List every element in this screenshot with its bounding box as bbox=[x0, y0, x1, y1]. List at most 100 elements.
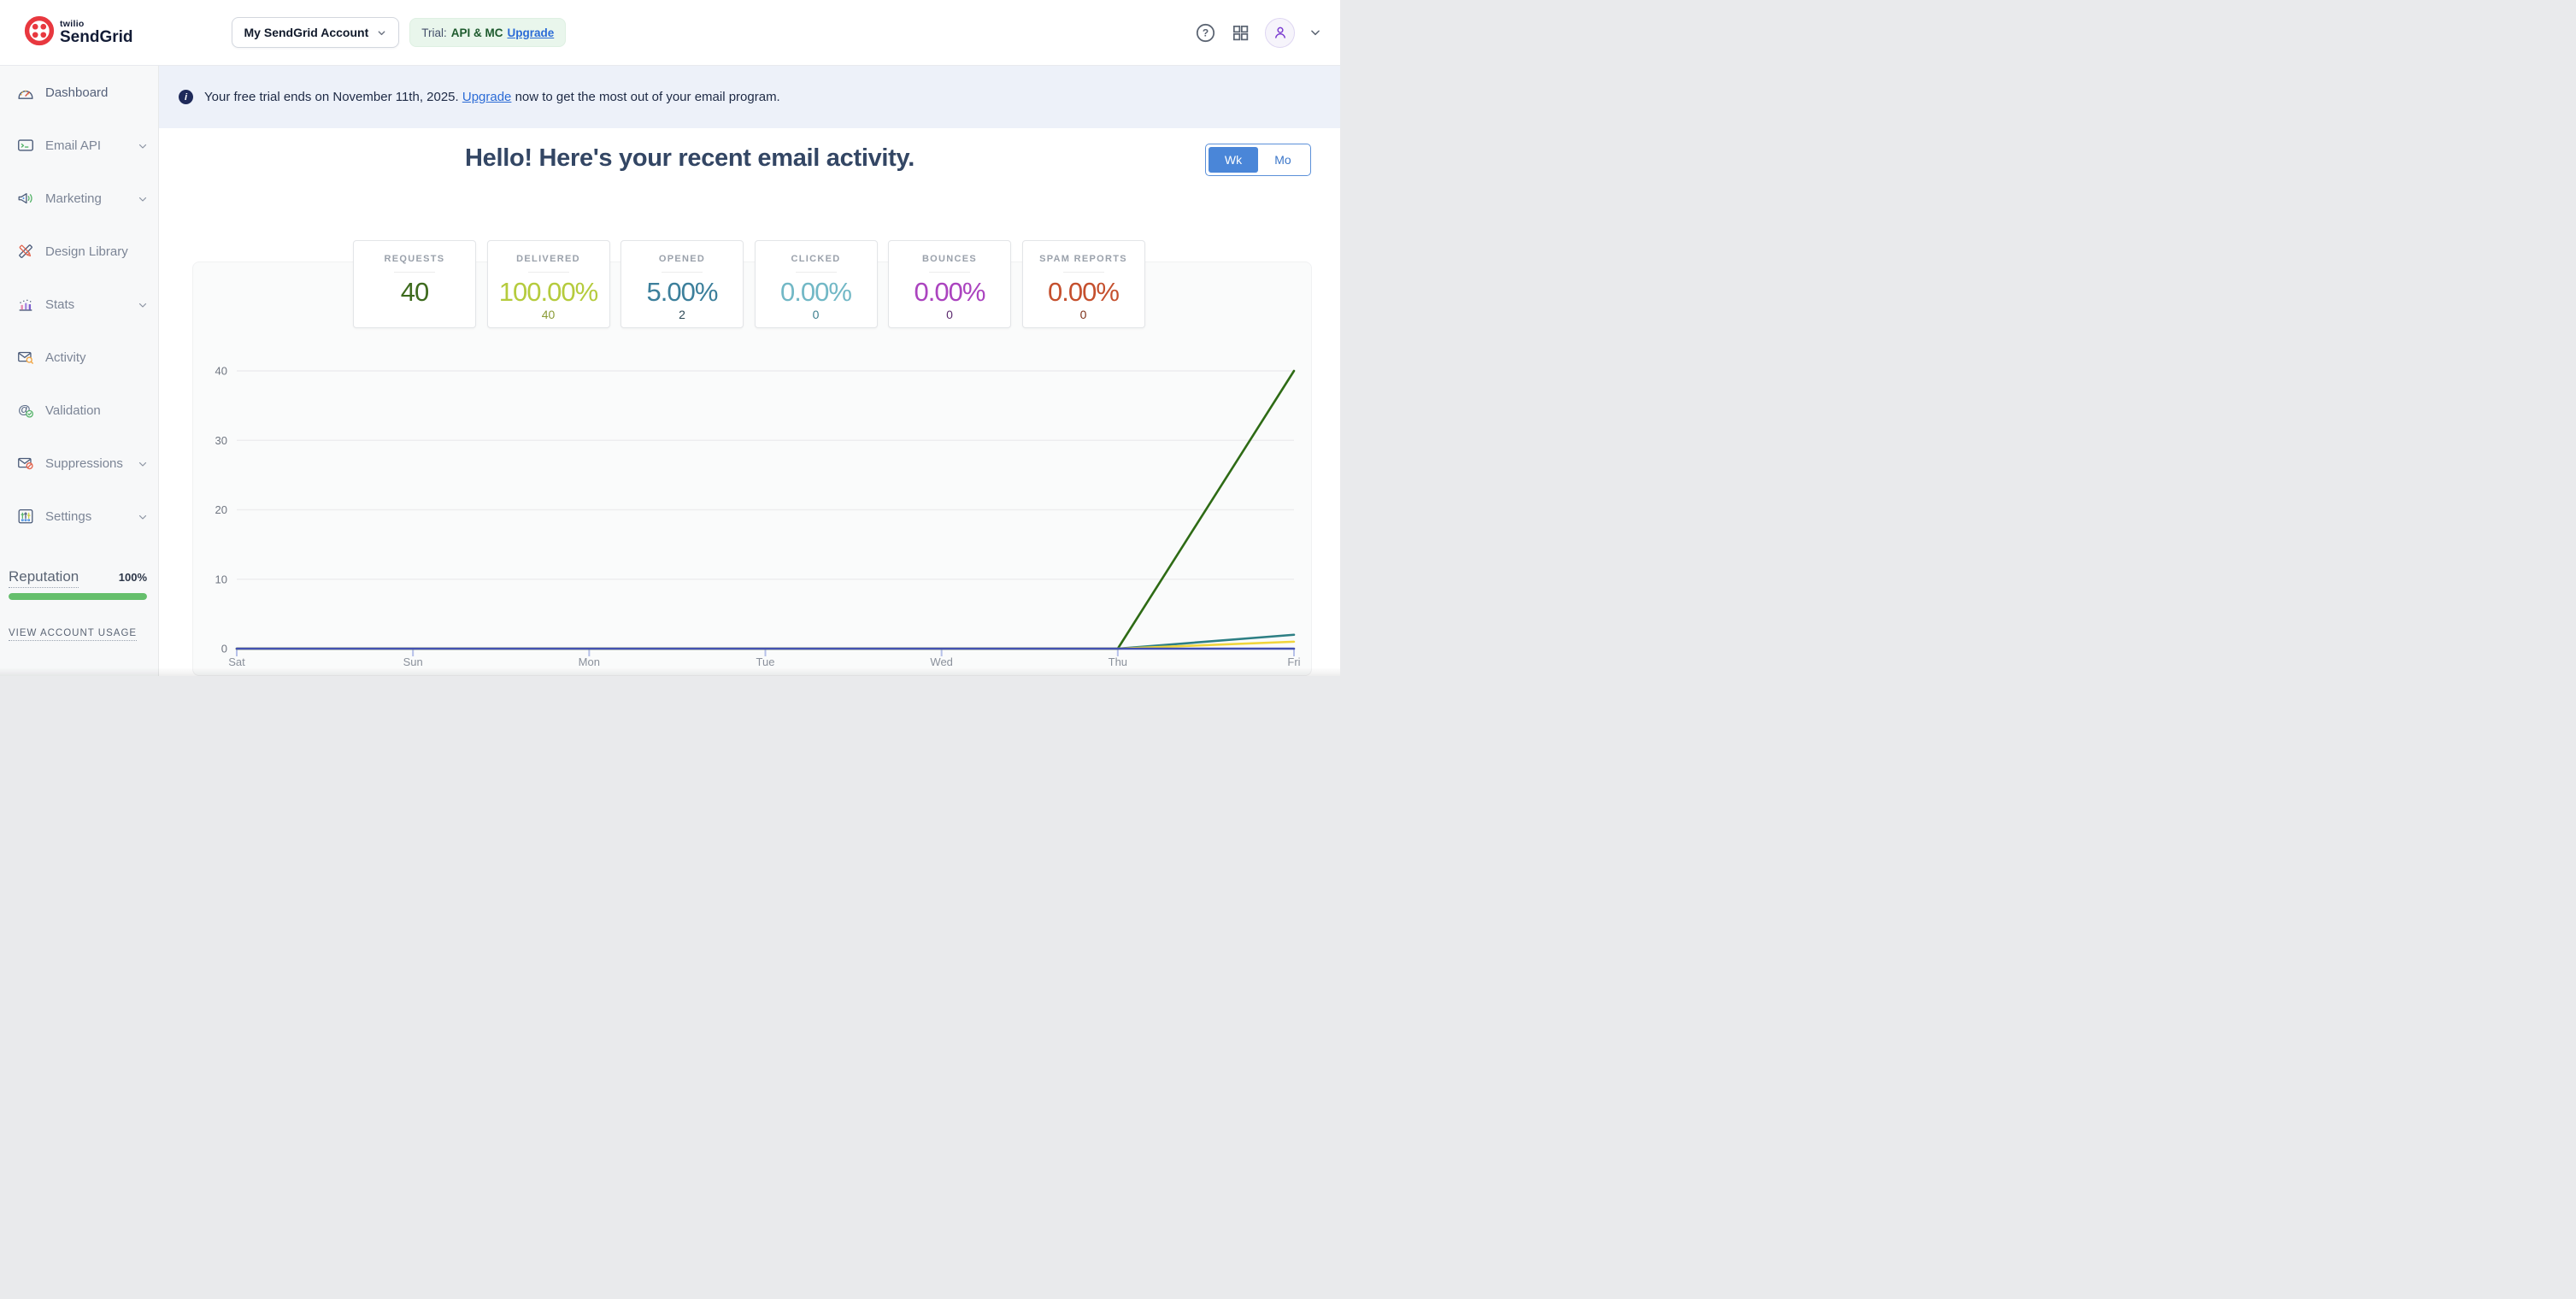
stat-card-value: 0.00% bbox=[780, 277, 852, 307]
stat-card-subvalue bbox=[354, 308, 475, 322]
sidebar-item-validation[interactable]: @ Validation bbox=[0, 384, 158, 437]
svg-text:Tue: Tue bbox=[756, 655, 775, 668]
divider bbox=[1062, 272, 1104, 273]
account-menu-chevron[interactable] bbox=[1309, 26, 1321, 38]
settings-sliders-icon bbox=[16, 507, 35, 526]
sidebar-item-label: Activity bbox=[45, 350, 86, 365]
chevron-down-icon bbox=[138, 140, 148, 156]
svg-text:Sun: Sun bbox=[403, 655, 423, 668]
reputation-value: 100% bbox=[118, 571, 147, 584]
divider bbox=[394, 272, 435, 273]
chevron-down-icon bbox=[138, 511, 148, 526]
sidebar-item-label: Settings bbox=[45, 508, 92, 524]
stat-card-label: DELIVERED bbox=[516, 254, 580, 264]
help-button[interactable]: ? bbox=[1195, 22, 1216, 44]
chevron-down-icon bbox=[138, 299, 148, 314]
info-icon: i bbox=[179, 90, 193, 104]
top-bar-actions: ? bbox=[1195, 17, 1321, 48]
stat-card-subvalue: 2 bbox=[679, 307, 685, 321]
brand-product: SendGrid bbox=[60, 28, 133, 47]
stat-card-label: CLICKED bbox=[791, 254, 841, 264]
trial-plan: API & MC bbox=[450, 26, 503, 39]
sidebar-item-label: Marketing bbox=[45, 191, 102, 206]
chevron-down-icon bbox=[378, 30, 385, 35]
stats-bar-chart-icon bbox=[16, 295, 35, 314]
page-title: Hello! Here's your recent email activity… bbox=[465, 144, 915, 172]
stat-card-clicked: CLICKED 0.00% 0 bbox=[754, 240, 878, 328]
sidebar-item-marketing[interactable]: Marketing bbox=[0, 172, 158, 225]
account-selector-dropdown[interactable]: My SendGrid Account bbox=[231, 17, 400, 48]
activity-envelope-search-icon bbox=[16, 348, 35, 367]
stat-card-bounces: BOUNCES 0.00% 0 bbox=[888, 240, 1011, 328]
stat-card-value: 0.00% bbox=[1048, 277, 1120, 307]
svg-text:Thu: Thu bbox=[1109, 655, 1127, 668]
stat-card-label: BOUNCES bbox=[921, 254, 978, 264]
sidebar-item-email-api[interactable]: Email API bbox=[0, 119, 158, 172]
svg-text:0: 0 bbox=[221, 643, 227, 655]
sendgrid-logo[interactable]: twilio SendGrid bbox=[24, 15, 133, 50]
banner-upgrade-link[interactable]: Upgrade bbox=[462, 90, 512, 104]
svg-text:40: 40 bbox=[215, 365, 227, 378]
toggle-week-button[interactable]: Wk bbox=[1209, 147, 1258, 173]
svg-text:20: 20 bbox=[215, 503, 227, 516]
stat-card-delivered: DELIVERED 100.00% 40 bbox=[486, 240, 610, 328]
sidebar-item-design-library[interactable]: Design Library bbox=[0, 225, 158, 278]
stat-card-value: 0.00% bbox=[914, 277, 986, 307]
svg-text:?: ? bbox=[1203, 26, 1209, 38]
email-activity-chart-panel: 0 10 20 30 40 Sat Sun Mon Tue Wed Thu Fri bbox=[192, 262, 1312, 676]
divider bbox=[929, 272, 970, 273]
user-avatar[interactable] bbox=[1265, 17, 1295, 48]
stat-card-subvalue: 0 bbox=[812, 307, 820, 321]
trial-upgrade-link[interactable]: Upgrade bbox=[507, 26, 555, 39]
stat-card-label: REQUESTS bbox=[384, 254, 445, 264]
sidebar-item-dashboard[interactable]: Dashboard bbox=[0, 66, 158, 119]
chevron-down-icon bbox=[138, 193, 148, 209]
reputation-progress-fill bbox=[9, 593, 147, 600]
trial-badge: Trial: API & MC Upgrade bbox=[409, 18, 567, 47]
reputation-label[interactable]: Reputation bbox=[9, 568, 79, 588]
stat-card-requests: REQUESTS 40 bbox=[353, 240, 476, 328]
banner-text: Your free trial ends on November 11th, 2… bbox=[204, 90, 780, 104]
stat-card-spam-reports: SPAM REPORTS 0.00% 0 bbox=[1021, 240, 1145, 328]
view-account-usage-link[interactable]: VIEW ACCOUNT USAGE bbox=[9, 628, 138, 641]
sidebar-item-settings[interactable]: Settings bbox=[0, 490, 158, 543]
sidebar-item-activity[interactable]: Activity bbox=[0, 331, 158, 384]
toggle-month-button[interactable]: Mo bbox=[1274, 153, 1291, 167]
stat-cards-row: REQUESTS 40 DELIVERED 100.00% 40 OPENED … bbox=[353, 240, 1145, 328]
stat-card-value: 100.00% bbox=[498, 277, 598, 307]
account-selector-label: My SendGrid Account bbox=[244, 26, 369, 39]
apps-grid-button[interactable] bbox=[1231, 23, 1250, 43]
stat-card-label: SPAM REPORTS bbox=[1039, 254, 1127, 264]
help-icon: ? bbox=[1196, 23, 1215, 42]
sidebar-item-suppressions[interactable]: Suppressions bbox=[0, 437, 158, 490]
svg-text:Mon: Mon bbox=[579, 655, 600, 668]
divider bbox=[527, 272, 569, 273]
sidebar-item-label: Stats bbox=[45, 297, 75, 312]
divider bbox=[662, 272, 703, 273]
svg-text:Wed: Wed bbox=[930, 655, 953, 668]
sendgrid-dashboard: twilio SendGrid My SendGrid Account Tria… bbox=[0, 0, 1340, 676]
stat-card-value: 5.00% bbox=[646, 277, 719, 307]
sidebar-item-label: Dashboard bbox=[45, 85, 109, 100]
svg-text:Sat: Sat bbox=[228, 655, 245, 668]
svg-text:10: 10 bbox=[215, 573, 227, 585]
sidebar-nav: Dashboard Email API bbox=[0, 66, 159, 676]
chevron-down-icon bbox=[1311, 30, 1320, 36]
user-avatar-icon bbox=[1274, 26, 1285, 38]
apps-grid-icon bbox=[1232, 25, 1249, 40]
twilio-logo-icon bbox=[24, 15, 55, 50]
design-library-pencil-ruler-icon bbox=[16, 242, 35, 261]
stat-card-subvalue: 0 bbox=[946, 307, 953, 321]
sidebar-item-label: Design Library bbox=[45, 244, 128, 259]
sidebar-item-label: Validation bbox=[45, 403, 101, 418]
dashboard-gauge-icon bbox=[16, 83, 35, 102]
sidebar-item-label: Email API bbox=[45, 138, 102, 153]
sidebar-item-stats[interactable]: Stats bbox=[0, 278, 158, 331]
divider bbox=[795, 272, 837, 273]
marketing-megaphone-icon bbox=[16, 189, 35, 208]
suppressions-envelope-block-icon bbox=[16, 454, 35, 473]
email-api-terminal-icon bbox=[16, 136, 35, 155]
stat-card-subvalue: 0 bbox=[1079, 307, 1087, 321]
trial-prefix: Trial: bbox=[421, 26, 447, 39]
brand-company: twilio bbox=[60, 18, 85, 29]
